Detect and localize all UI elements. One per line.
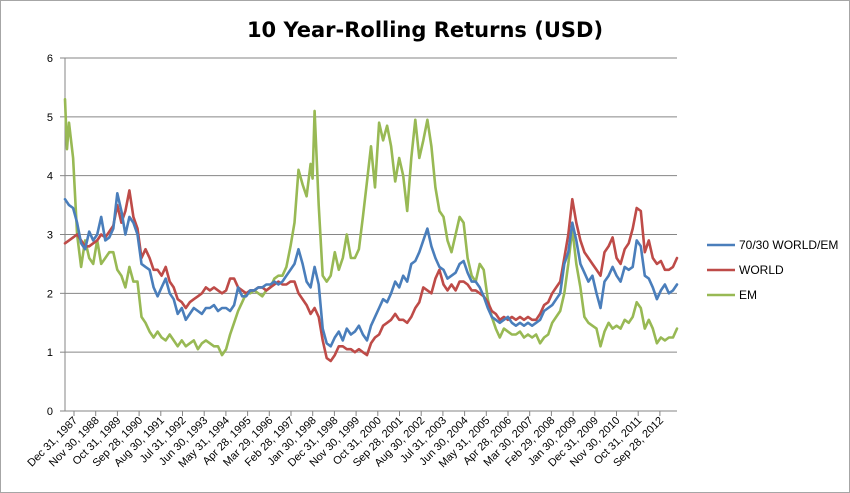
y-tick-label: 6 [47,53,53,65]
y-tick-label: 2 [47,288,53,300]
series-line-world [63,189,679,363]
legend-label: WORLD [739,263,784,277]
y-tick-label: 0 [47,406,53,418]
series-lines [63,97,679,363]
gridlines [65,57,677,353]
legend-label: EM [739,288,757,302]
chart-title: 10 Year-Rolling Returns (USD) [247,18,603,42]
series-line-em [63,97,679,357]
legend: 70/30 WORLD/EM WORLD EM [707,238,838,302]
series-line-70-30-world-em [63,192,679,348]
y-tick-label: 3 [47,230,53,242]
y-tick-label: 1 [47,347,53,359]
y-tick-label: 5 [47,112,53,124]
y-tick-label: 4 [47,171,53,183]
legend-label: 70/30 WORLD/EM [739,238,838,252]
